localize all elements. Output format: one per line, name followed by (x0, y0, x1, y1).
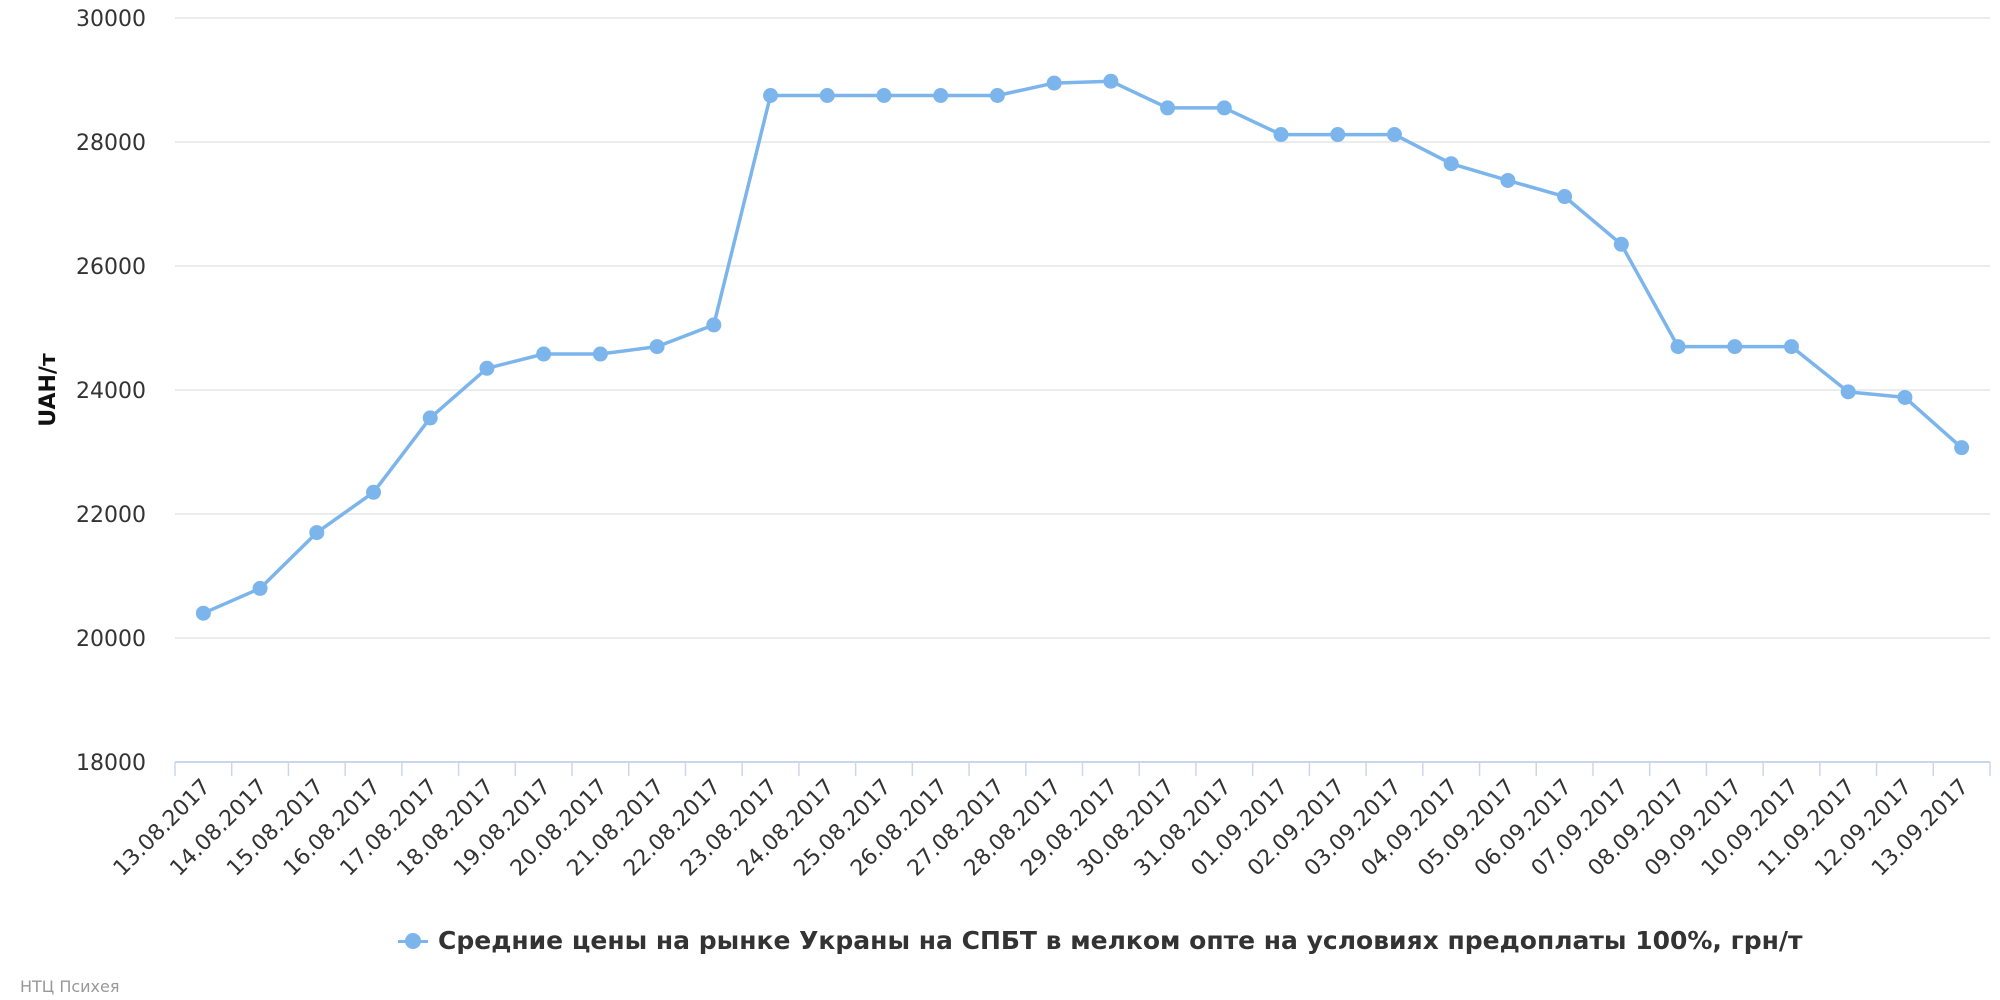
data-point (649, 339, 665, 355)
data-point (706, 317, 722, 333)
data-point (366, 484, 382, 500)
data-point (252, 580, 268, 596)
data-point (536, 346, 552, 362)
y-axis-title: UAH/т (36, 353, 61, 427)
y-tick-label: 24000 (76, 379, 146, 404)
data-point (1840, 384, 1856, 400)
data-point (195, 605, 211, 621)
y-tick-label: 26000 (76, 255, 146, 280)
data-point (1443, 156, 1459, 172)
data-point (1897, 389, 1913, 405)
data-point (1216, 100, 1232, 116)
data-point (1500, 172, 1516, 188)
data-point (819, 88, 835, 103)
data-point (1330, 127, 1346, 143)
data-point (1386, 127, 1402, 143)
data-point (479, 360, 495, 376)
legend-label: Средние цены на рынке Украны на СПБТ в м… (438, 926, 1803, 955)
data-point (1727, 339, 1743, 355)
data-point (1670, 339, 1686, 355)
data-point (989, 88, 1005, 103)
data-point (763, 88, 779, 103)
data-point (309, 525, 325, 541)
y-tick-label: 20000 (76, 627, 146, 652)
legend-item[interactable]: Средние цены на рынке Украны на СПБТ в м… (398, 926, 1802, 955)
data-point (1783, 339, 1799, 355)
series-layer (195, 73, 1970, 621)
x-tick-label: 13.08.2017 (109, 775, 216, 882)
y-tick-label: 18000 (76, 751, 146, 776)
legend-symbol (398, 931, 428, 951)
data-point (1954, 440, 1970, 456)
data-point (592, 346, 608, 362)
y-tick-label: 30000 (76, 7, 146, 32)
y-tick-label: 28000 (76, 131, 146, 156)
x-axis: 13.08.201714.08.201715.08.201716.08.2017… (109, 761, 1991, 882)
data-point (1160, 100, 1176, 116)
data-point (1103, 73, 1119, 89)
series-line (201, 79, 1964, 615)
gridlines (175, 17, 1990, 639)
data-point (933, 88, 949, 103)
legend-dot (405, 932, 421, 949)
data-point (1557, 189, 1573, 205)
data-point (1273, 127, 1289, 143)
y-axis-labels: 18000 20000 22000 24000 26000 28000 30000 (76, 7, 146, 776)
y-tick-label: 22000 (76, 503, 146, 528)
credits[interactable]: НТЦ Психея (20, 977, 120, 996)
data-point (1613, 236, 1629, 252)
data-point (1046, 75, 1062, 91)
data-point (422, 410, 438, 426)
data-point (876, 88, 892, 103)
